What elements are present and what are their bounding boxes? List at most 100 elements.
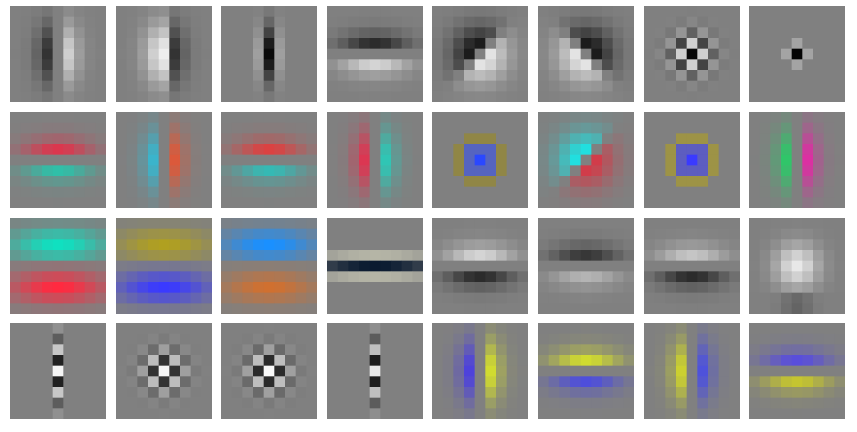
filter-pixel	[675, 91, 687, 102]
filter-pixel	[158, 27, 170, 39]
filter-pixel	[390, 355, 402, 367]
filter-image	[432, 323, 529, 420]
filter-pixel	[401, 186, 413, 198]
filter-pixel	[548, 91, 560, 102]
filter-pixel	[348, 408, 360, 420]
filter-pixel	[126, 249, 138, 261]
filter-pixel	[95, 376, 106, 388]
filter-pixel	[306, 238, 318, 250]
filter-pixel	[200, 133, 212, 145]
filter-pixel	[559, 355, 571, 367]
filter-pixel	[517, 260, 529, 272]
filter-pixel	[728, 249, 740, 261]
filter-pixel	[728, 334, 740, 346]
filter-pixel	[791, 154, 803, 166]
filter-pixel	[326, 228, 338, 240]
filter-pixel	[115, 344, 127, 356]
filter-pixel	[453, 27, 465, 39]
filter-pixel	[42, 133, 53, 145]
filter-pixel	[643, 186, 655, 198]
filter-pixel	[147, 238, 159, 250]
filter-pixel	[326, 238, 338, 250]
filter-pixel	[231, 91, 243, 102]
filter-pixel	[770, 122, 782, 134]
filter-pixel	[380, 387, 392, 399]
filter-pixel	[358, 122, 370, 134]
filter-pixel	[686, 334, 698, 346]
filter-pixel	[464, 165, 476, 177]
filter-pixel	[326, 366, 338, 378]
filter-pixel	[52, 398, 64, 410]
filter-pixel	[20, 228, 32, 240]
filter-pixel	[348, 323, 360, 335]
filter-pixel	[770, 80, 782, 92]
filter-pixel	[654, 186, 666, 198]
filter-pixel	[63, 249, 75, 261]
filter-pixel	[31, 334, 43, 346]
filter-pixel	[485, 186, 497, 198]
filter-pixel	[602, 16, 613, 28]
filter-pixel	[179, 175, 191, 187]
filter-pixel	[728, 398, 740, 410]
filter-pixel	[602, 408, 613, 420]
filter-pixel	[42, 48, 53, 60]
filter-pixel	[591, 217, 603, 229]
filter-pixel	[369, 59, 381, 71]
filter-pixel	[295, 376, 307, 388]
filter-pixel	[507, 355, 519, 367]
filter-pixel	[623, 38, 634, 49]
filter-pixel	[337, 6, 349, 17]
filter-tile	[643, 217, 740, 314]
filter-pixel	[475, 48, 487, 60]
filter-pixel	[190, 165, 202, 177]
filter-pixel	[612, 270, 624, 282]
filter-pixel	[707, 217, 719, 229]
filter-pixel	[358, 133, 370, 145]
filter-pixel	[390, 38, 402, 49]
filter-pixel	[63, 302, 75, 314]
filter-pixel	[231, 387, 243, 399]
filter-pixel	[263, 122, 275, 134]
filter-pixel	[369, 292, 381, 304]
filter-pixel	[147, 154, 159, 166]
filter-pixel	[358, 376, 370, 388]
filter-pixel	[496, 122, 508, 134]
filter-pixel	[591, 122, 603, 134]
filter-pixel	[401, 249, 413, 261]
filter-pixel	[412, 292, 423, 304]
filter-pixel	[654, 281, 666, 293]
filter-pixel	[74, 344, 85, 356]
filter-pixel	[95, 70, 106, 81]
filter-pixel	[834, 175, 846, 187]
filter-pixel	[591, 228, 603, 240]
filter-pixel	[770, 408, 782, 420]
filter-pixel	[443, 133, 455, 145]
filter-pixel	[781, 281, 793, 293]
filter-pixel	[221, 91, 233, 102]
filter-pixel	[147, 260, 159, 272]
filter-pixel	[675, 197, 687, 208]
filter-pixel	[401, 260, 413, 272]
filter-pixel	[401, 70, 413, 81]
filter-pixel	[791, 292, 803, 304]
filter-pixel	[326, 249, 338, 261]
filter-pixel	[31, 38, 43, 49]
filter-pixel	[74, 175, 85, 187]
filter-pixel	[168, 376, 180, 388]
filter-pixel	[570, 355, 581, 367]
filter-tile	[326, 111, 423, 208]
filter-pixel	[823, 59, 835, 71]
filter-pixel	[274, 270, 286, 282]
filter-pixel	[728, 133, 740, 145]
filter-pixel	[496, 270, 508, 282]
filter-pixel	[295, 80, 307, 92]
filter-pixel	[823, 197, 835, 208]
filter-pixel	[496, 70, 508, 81]
filter-pixel	[823, 355, 835, 367]
filter-pixel	[115, 355, 127, 367]
filter-pixel	[453, 38, 465, 49]
filter-pixel	[802, 6, 814, 17]
filter-pixel	[834, 143, 846, 155]
filter-pixel	[432, 228, 444, 240]
filter-pixel	[823, 344, 835, 356]
